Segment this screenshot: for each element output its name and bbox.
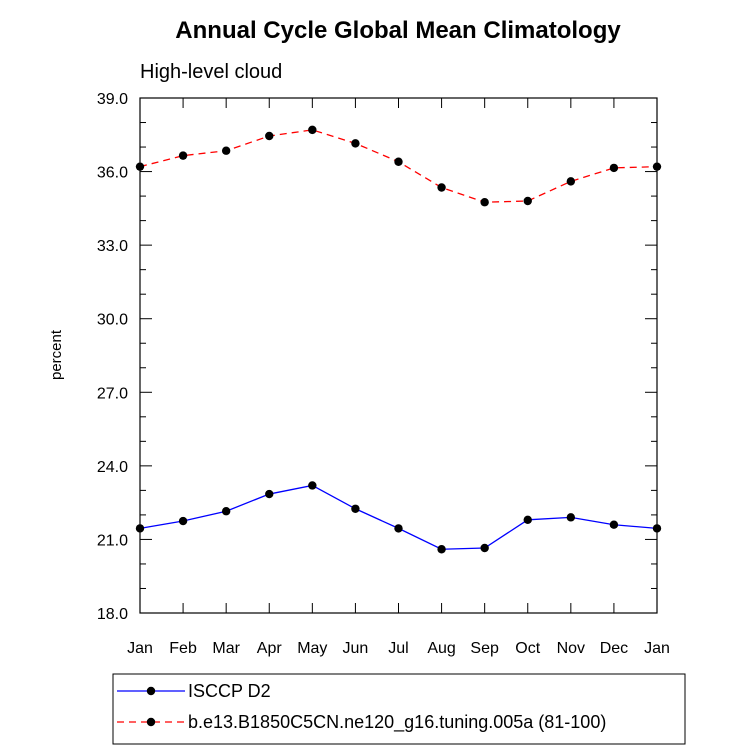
y-tick-label: 39.0 <box>97 91 128 108</box>
data-point <box>609 520 619 529</box>
data-point <box>566 177 576 186</box>
x-tick-label: Jul <box>388 640 408 657</box>
y-tick-label: 21.0 <box>97 532 128 549</box>
data-point <box>394 524 403 533</box>
legend-item-2: b.e13.B1850C5CN.ne120_g16.tuning.005a (8… <box>117 712 606 733</box>
y-tick-label: 33.0 <box>97 238 128 255</box>
y-tick-label: 18.0 <box>97 606 128 623</box>
data-point <box>437 183 446 192</box>
x-tick-label: Jun <box>343 640 369 657</box>
y-tick-label: 24.0 <box>97 459 128 476</box>
x-tick-label: Apr <box>257 640 283 657</box>
x-tick-label: Sep <box>470 640 499 657</box>
legend-label: b.e13.B1850C5CN.ne120_g16.tuning.005a (8… <box>188 712 606 733</box>
x-tick-label: Nov <box>557 640 585 657</box>
data-point <box>480 543 489 553</box>
legend-marker <box>146 686 156 696</box>
x-tick-label: Jan <box>127 640 153 657</box>
legend-marker <box>146 717 156 727</box>
data-point <box>652 162 662 171</box>
y-tick-label: 30.0 <box>97 312 128 329</box>
data-point <box>394 157 403 166</box>
series-line <box>139 129 658 203</box>
data-point <box>480 198 489 207</box>
y-tick-label: 27.0 <box>97 385 128 402</box>
legend-label: ISCCP D2 <box>188 681 271 701</box>
x-tick-label: Dec <box>600 640 628 657</box>
series-line <box>139 484 658 550</box>
x-tick-label: Oct <box>515 640 540 657</box>
data-point <box>135 524 145 533</box>
series-1 <box>135 481 662 554</box>
data-point <box>437 545 446 554</box>
data-point <box>652 524 662 533</box>
x-tick-label: Jan <box>644 640 670 657</box>
x-tick-label: Aug <box>427 640 455 657</box>
x-tick-label: Feb <box>169 640 197 657</box>
data-point <box>265 489 274 499</box>
y-axis-label: percent <box>48 329 65 380</box>
chart-title: Annual Cycle Global Mean Climatology <box>175 17 621 44</box>
data-point <box>308 481 317 490</box>
x-tick-label: Mar <box>212 640 240 657</box>
plot-frame <box>139 97 658 614</box>
x-axis: Jan Feb Mar Apr May Jun Jul Aug Sep Oct Nov Dec Jan <box>127 98 670 657</box>
data-point <box>523 196 532 206</box>
series-2 <box>135 125 662 207</box>
data-point <box>265 131 274 141</box>
data-point <box>566 513 576 522</box>
data-point <box>178 151 188 160</box>
data-point <box>221 507 231 516</box>
y-axis: 18.0 21.0 24.0 27.0 30.0 33.0 36.0 39.0 <box>97 91 657 623</box>
series-layer <box>135 125 662 554</box>
data-point <box>609 163 619 173</box>
legend-item-1: ISCCP D2 <box>117 681 271 701</box>
x-tick-label: May <box>297 640 327 657</box>
data-point <box>351 139 360 148</box>
data-point <box>523 515 532 525</box>
data-point <box>308 125 317 135</box>
data-point <box>178 516 188 526</box>
chart-subtitle: High-level cloud <box>140 61 282 83</box>
legend: ISCCP D2 b.e13.B1850C5CN.ne120_g16.tuning… <box>117 681 606 733</box>
data-point <box>135 162 145 171</box>
legend-box <box>112 673 686 745</box>
data-point <box>221 146 231 155</box>
data-point <box>351 504 360 513</box>
y-tick-label: 36.0 <box>97 165 128 182</box>
